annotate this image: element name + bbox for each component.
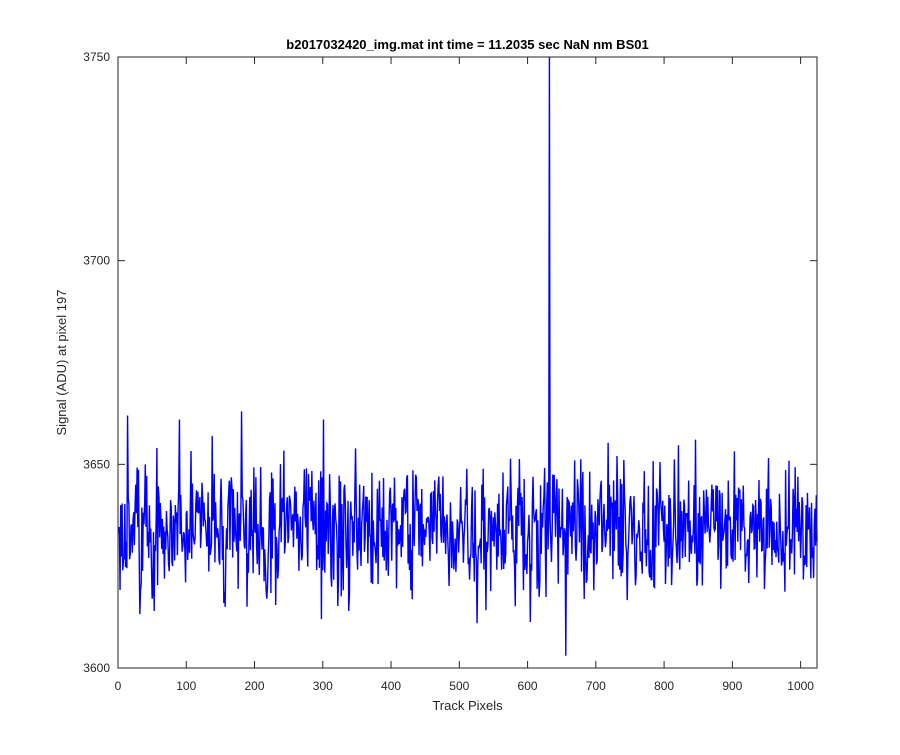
x-tick-label: 0: [115, 679, 122, 693]
x-tick-label: 100: [176, 679, 196, 693]
x-tick-label: 200: [245, 679, 265, 693]
chart-title: b2017032420_img.mat int time = 11.2035 s…: [286, 37, 648, 52]
x-tick-label: 800: [654, 679, 674, 693]
plot-area: [118, 57, 817, 668]
y-tick-labels: 3600 3650 3700 3750: [83, 50, 110, 675]
axes-frame: [117, 56, 818, 669]
x-tick-label: 900: [722, 679, 742, 693]
x-tick-label: 300: [313, 679, 333, 693]
y-tick-label: 3600: [83, 661, 110, 675]
x-tick-label: 500: [449, 679, 469, 693]
y-tick-label: 3700: [83, 254, 110, 268]
x-tick-labels: 0 100 200 300 400 500 600 700 800 900 1000: [115, 679, 815, 693]
y-tick-label: 3650: [83, 457, 110, 471]
x-axis-label: Track Pixels: [432, 698, 503, 713]
series-layer: [117, 56, 818, 656]
y-axis-label: Signal (ADU) at pixel 197: [54, 290, 69, 436]
x-tick-label: 600: [518, 679, 538, 693]
y-tick-label: 3750: [83, 50, 110, 64]
signal-series-line: [117, 56, 818, 656]
x-tick-label: 1000: [787, 679, 814, 693]
x-tick-label: 700: [586, 679, 606, 693]
x-tick-label: 400: [381, 679, 401, 693]
tick-marks: [117, 56, 817, 669]
